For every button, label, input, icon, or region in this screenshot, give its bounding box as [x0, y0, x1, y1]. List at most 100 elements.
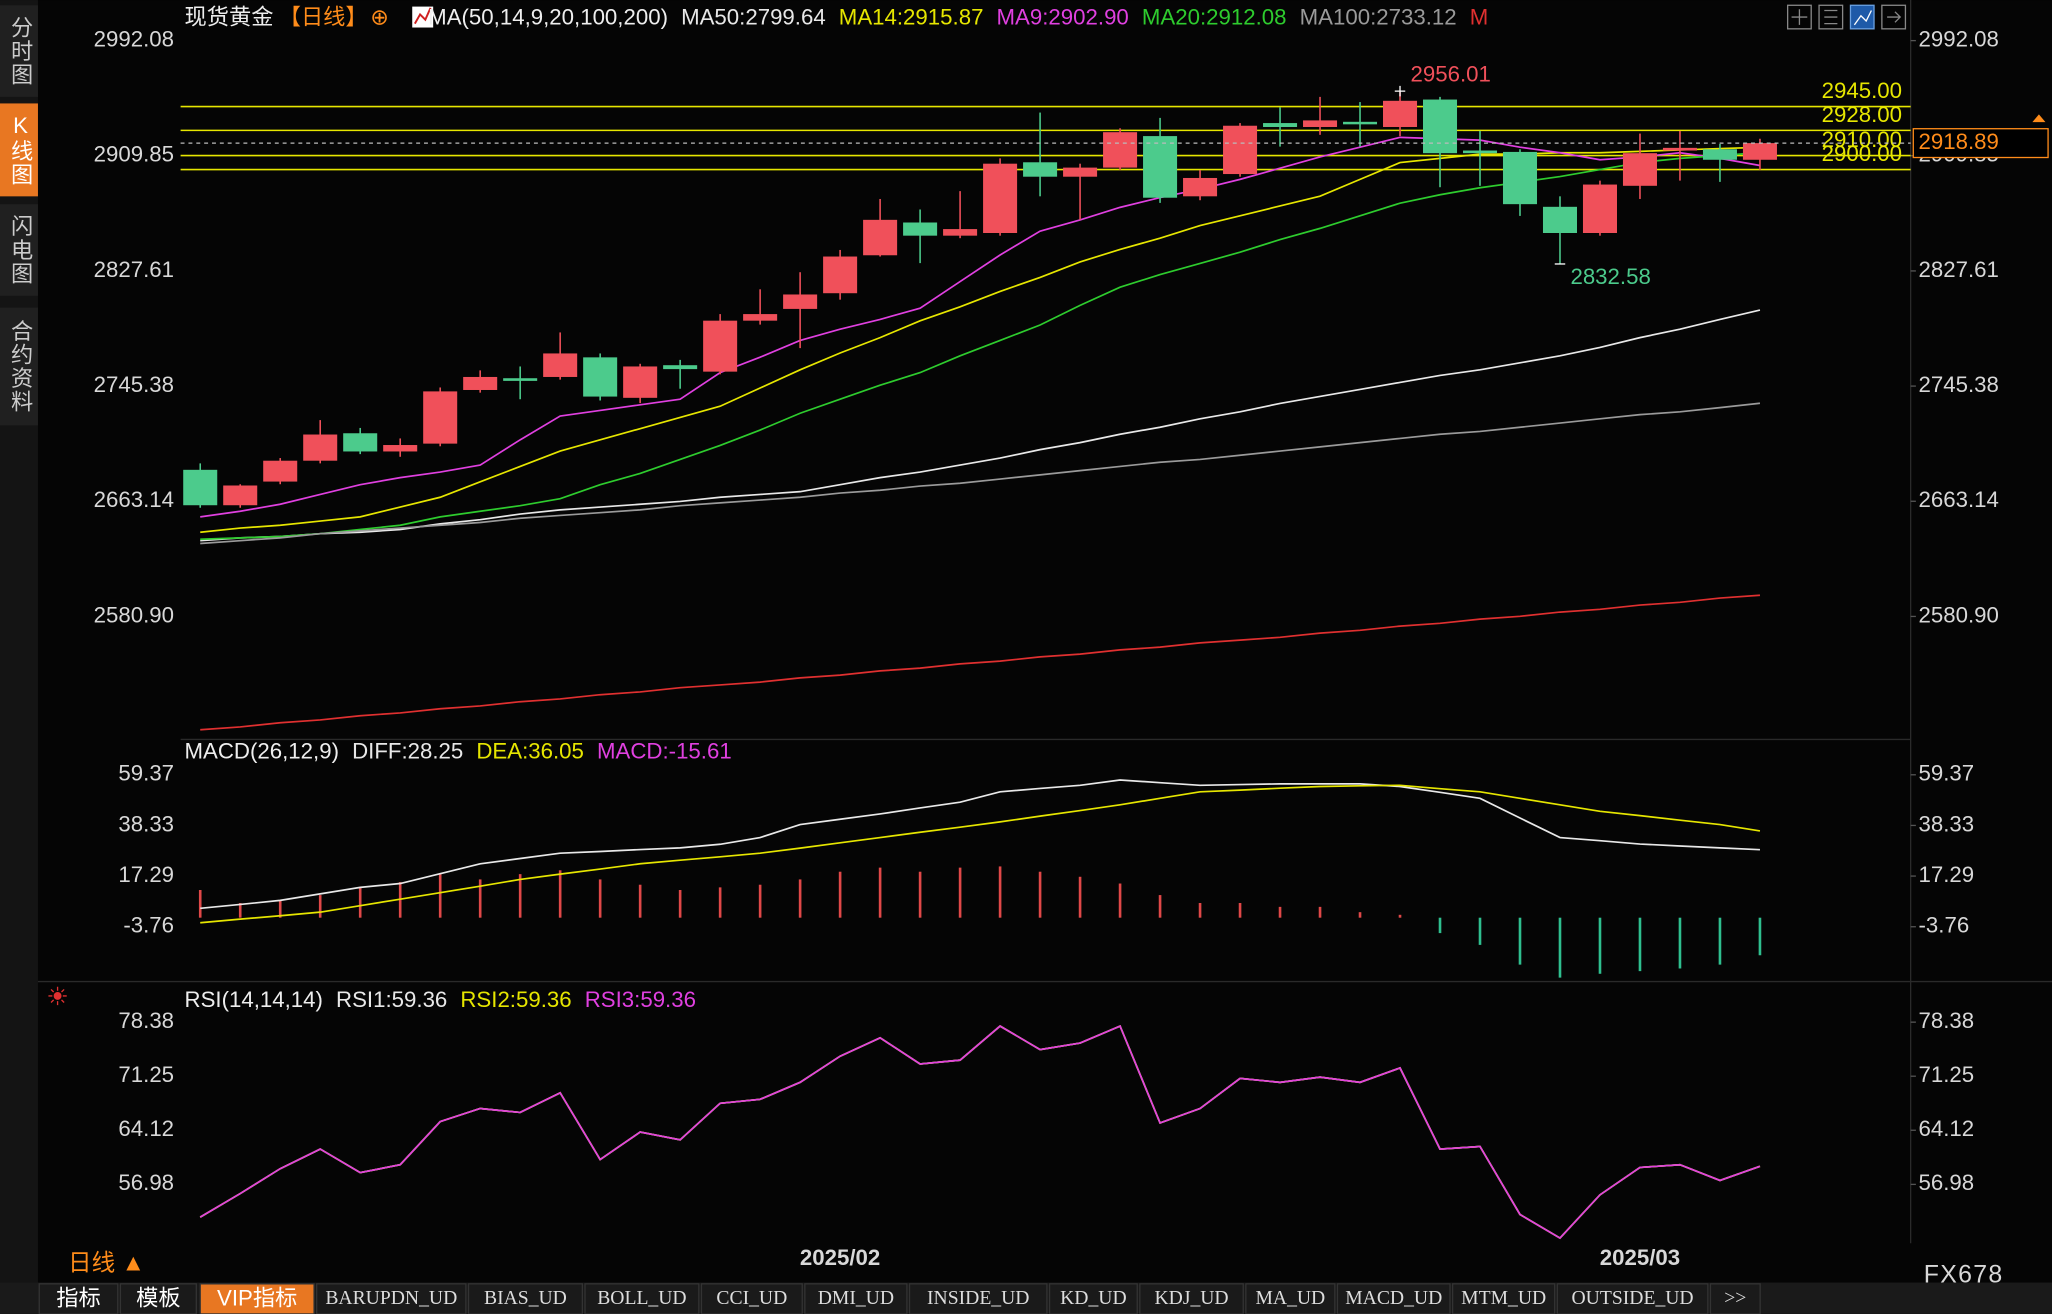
y-tick-label: 56.98	[118, 1170, 174, 1195]
bottom-tab-label[interactable]: MA_UD	[1255, 1288, 1325, 1309]
bottom-tab-label[interactable]: >>	[1724, 1288, 1746, 1309]
y-tick-label: 2745.38	[1919, 372, 1999, 397]
legend-entry: MA100:2733.12	[1300, 4, 1457, 29]
level-label: 2900.00	[1822, 141, 1902, 166]
bottom-tab[interactable]	[316, 1283, 467, 1314]
y-tick-label: 64.12	[1919, 1116, 1975, 1141]
candle-body	[503, 378, 538, 381]
y-tick-label: 64.12	[118, 1116, 174, 1141]
icon-rays	[48, 986, 67, 1006]
candle-body	[183, 469, 218, 506]
add-icon: ⊕	[370, 4, 389, 29]
y-tick-label: 17.29	[1919, 862, 1975, 887]
candle-body	[383, 445, 418, 452]
level-label: 2928.00	[1822, 102, 1902, 127]
panel-title: MACD(26,12,9)	[185, 738, 339, 763]
icon-button[interactable]	[1818, 4, 1844, 30]
legend-entry: MA20:2912.08	[1142, 4, 1287, 29]
bottom-tab-label[interactable]: BOLL_UD	[597, 1288, 686, 1309]
y-tick-label: 2580.90	[1919, 602, 1999, 627]
bottom-tab[interactable]	[1451, 1283, 1556, 1314]
legend-entry: RSI1:59.36	[336, 987, 447, 1012]
sidebar-tab-label[interactable]: K线图	[8, 113, 33, 186]
candle-body	[1023, 162, 1058, 177]
candle-body	[1263, 123, 1298, 127]
candle-body	[743, 314, 778, 321]
candle-body	[1502, 151, 1538, 205]
candle-body	[343, 433, 378, 452]
icon-button[interactable]	[1786, 4, 1812, 30]
sidebar-tab[interactable]	[0, 5, 38, 97]
sidebar-tab[interactable]	[0, 103, 38, 197]
bottom-tab-label[interactable]: DMI_UD	[818, 1288, 894, 1309]
candle-body	[1303, 120, 1338, 127]
candle-body	[663, 365, 698, 370]
panel-title: RSI(14,14,14)	[185, 987, 323, 1012]
candle-body	[1063, 167, 1098, 177]
bottom-tab-label[interactable]: MTM_UD	[1461, 1288, 1546, 1309]
icon-button[interactable]	[1881, 4, 1907, 30]
sidebar-tab-label[interactable]: 合约资料	[8, 319, 33, 414]
sidebar-tab-label[interactable]: 分时图	[8, 15, 33, 86]
last-price-label: 2918.89	[1919, 129, 1999, 154]
candle-body	[1343, 121, 1378, 125]
bottom-tab-label[interactable]: BARUPDN_UD	[325, 1288, 457, 1309]
candle-body	[983, 163, 1018, 234]
y-tick-label: 2580.90	[94, 602, 174, 627]
sidebar-tab-label[interactable]: 闪电图	[8, 214, 33, 285]
period-button[interactable]: 日线 ▲	[68, 1249, 145, 1275]
candle-body	[863, 219, 898, 256]
toolbar-icons[interactable]	[1786, 4, 1907, 30]
bottom-tab-label[interactable]: MACD_UD	[1345, 1288, 1442, 1309]
candle-body	[1742, 143, 1777, 160]
bottom-tab[interactable]	[804, 1283, 908, 1314]
candle-body	[1622, 153, 1657, 186]
bottom-tab-label[interactable]: INSIDE_UD	[927, 1288, 1029, 1309]
bottom-tab[interactable]	[1709, 1283, 1761, 1314]
chart-type-icon	[412, 6, 434, 28]
y-tick-label: 71.25	[118, 1062, 174, 1087]
bottom-tab[interactable]	[908, 1283, 1048, 1314]
candle-body	[1183, 177, 1218, 197]
bottom-tab[interactable]	[199, 1283, 315, 1314]
bottom-tab[interactable]	[700, 1283, 803, 1314]
icon-glyph	[1887, 11, 1902, 23]
legend-entry: DIFF:28.25	[352, 738, 463, 763]
rsi-settings-icon[interactable]	[48, 986, 67, 1006]
y-tick-label: 17.29	[118, 862, 174, 887]
icon-glyph	[1853, 10, 1872, 26]
bottom-tab[interactable]	[1336, 1283, 1451, 1314]
bottom-tab-label[interactable]: OUTSIDE_UD	[1572, 1288, 1694, 1309]
ma-line	[200, 146, 1760, 534]
y-tick-label: 38.33	[1919, 811, 1975, 836]
low-label: 2832.58	[1570, 264, 1650, 289]
bottom-tab-label[interactable]: 指标	[56, 1285, 100, 1310]
y-tick-label: 2745.38	[94, 372, 174, 397]
sidebar-tab[interactable]	[0, 204, 38, 296]
candle-body	[1383, 100, 1418, 127]
bottom-tab-label[interactable]: 模板	[136, 1285, 180, 1310]
y-tick-label: 2663.14	[94, 487, 174, 512]
y-tick-label: -3.76	[1919, 913, 1970, 938]
bottom-tab-label[interactable]: BIAS_UD	[484, 1288, 567, 1309]
bottom-tab[interactable]	[1139, 1283, 1244, 1314]
level-label: 2945.00	[1822, 78, 1902, 103]
bottom-tab-label[interactable]: KD_UD	[1060, 1288, 1127, 1309]
panel-legend: MACD(26,12,9) DIFF:28.25 DEA:36.05 MACD:-15…	[185, 738, 732, 763]
bottom-tab[interactable]	[1048, 1283, 1138, 1314]
candle-body	[1462, 150, 1498, 154]
candle-body	[903, 222, 938, 236]
sidebar-tab[interactable]	[0, 307, 38, 426]
ma-line	[200, 594, 1761, 731]
candle-body	[1702, 149, 1737, 160]
y-tick-label: 2827.61	[94, 257, 174, 282]
sidebar	[0, 0, 38, 1314]
candle-body	[1542, 206, 1578, 234]
bottom-tab-label[interactable]: VIP指标	[217, 1285, 297, 1310]
bottom-tab[interactable]	[1245, 1283, 1336, 1314]
bottom-tab-label[interactable]: CCI_UD	[716, 1288, 787, 1309]
bottom-tab-label[interactable]: KDJ_UD	[1154, 1288, 1228, 1309]
bottom-tab[interactable]	[38, 1283, 119, 1314]
icon-glyph	[413, 7, 432, 25]
legend-entry: DEA:36.05	[476, 738, 584, 763]
